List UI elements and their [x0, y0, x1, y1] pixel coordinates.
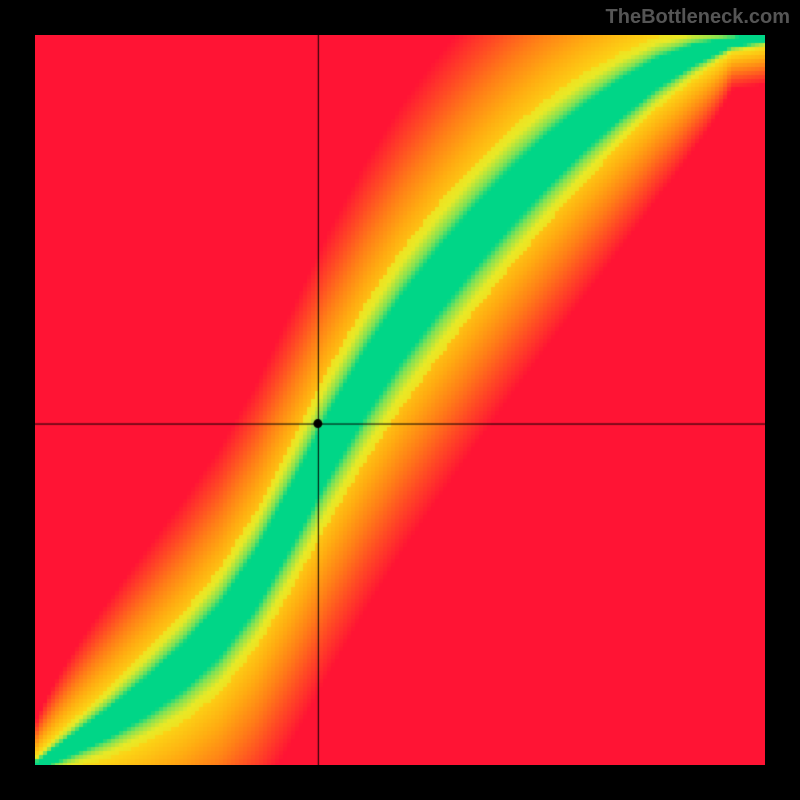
bottleneck-heatmap — [35, 35, 765, 765]
watermark-text: TheBottleneck.com — [606, 6, 790, 29]
heatmap-container — [35, 35, 765, 765]
